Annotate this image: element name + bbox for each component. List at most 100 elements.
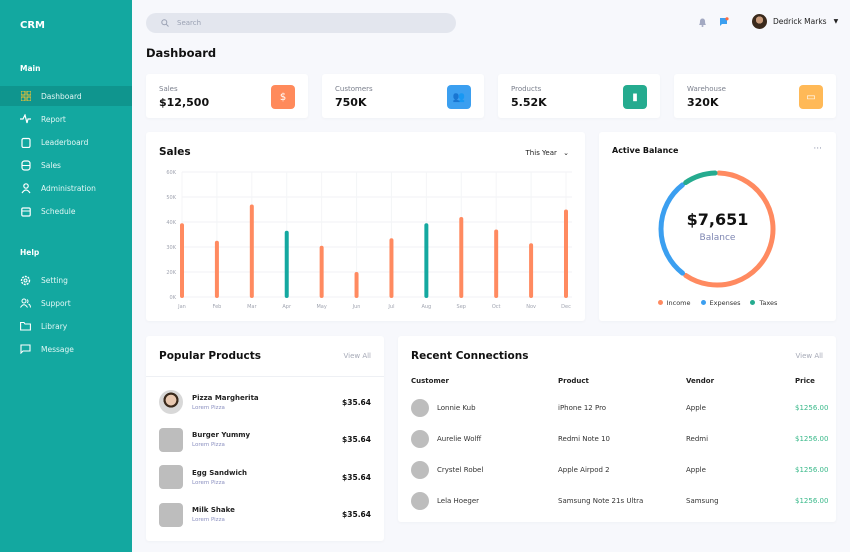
x-tick-label: Aug <box>421 304 431 310</box>
stat-card-customers: Customers 750K 👥 <box>322 74 484 118</box>
product-price: $35.64 <box>342 472 371 482</box>
y-tick-label: 50K <box>166 195 176 201</box>
connections-view-all-link[interactable]: View All <box>795 352 823 360</box>
customer-avatar <box>411 492 429 510</box>
calendar-icon <box>20 206 31 217</box>
product-name: Egg Sandwich <box>192 468 247 477</box>
balance-value: $7,651 <box>686 210 749 229</box>
popular-products-card: Popular Products View All Pizza Margheri… <box>146 336 384 541</box>
product-image <box>159 502 183 527</box>
legend-dot-icon <box>657 300 663 305</box>
flag-icon[interactable] <box>719 17 729 27</box>
sidebar-item-support[interactable]: Support <box>0 293 132 313</box>
legend-label: Taxes <box>759 299 778 307</box>
x-tick-label: Feb <box>212 304 221 310</box>
table-cell-vendor: Samsung <box>686 497 719 505</box>
bell-icon[interactable] <box>698 17 707 27</box>
dollar-icon: $ <box>271 85 295 109</box>
y-tick-label: 30K <box>166 245 176 251</box>
table-cell-customer: Lela Hoeger <box>437 497 480 505</box>
table-cell-vendor: Apple <box>686 404 706 412</box>
product-subtitle: Lorem Pizza <box>192 442 225 448</box>
x-tick-label: Nov <box>526 304 536 310</box>
caret-down-icon: ▼ <box>833 18 839 25</box>
active-balance-card: Active Balance ··· $7,651 Balance Income… <box>599 132 836 321</box>
product-image <box>159 465 183 489</box>
table-cell-price: $1256.00 <box>795 435 829 443</box>
nav-label: Setting <box>41 275 68 285</box>
user-icon <box>20 182 31 194</box>
sales-title: Sales <box>159 146 191 158</box>
x-tick-label: Dec <box>561 304 571 310</box>
sidebar-item-library[interactable]: Library <box>0 316 132 336</box>
sidebar-item-report[interactable]: Report <box>0 109 132 129</box>
search-icon <box>161 19 169 27</box>
product-name: Pizza Margherita <box>192 393 259 402</box>
stat-card-products: Products 5.52K ▮ <box>498 74 660 118</box>
customer-avatar <box>411 430 429 448</box>
product-subtitle: Lorem Pizza <box>192 479 225 486</box>
connections-title: Recent Connections <box>411 350 529 362</box>
stat-value: $12,500 <box>159 96 210 109</box>
y-tick-label: 60K <box>166 170 176 176</box>
table-cell-product: Samsung Note 21s Ultra <box>558 497 644 505</box>
stat-value: 320K <box>687 96 719 109</box>
message-icon <box>20 344 31 355</box>
period-value: This Year <box>525 149 557 157</box>
table-cell-product: iPhone 12 Pro <box>558 404 607 412</box>
nav-label: Message <box>41 344 74 354</box>
stat-label: Sales <box>159 85 178 93</box>
nav-label: Administration <box>41 183 96 193</box>
store-icon: ▭ <box>799 85 823 109</box>
section-help: Help <box>20 248 40 257</box>
popular-view-all-link[interactable]: View All <box>343 352 371 360</box>
user-menu[interactable]: Dedrick Marks ▼ <box>752 14 838 29</box>
users-icon <box>20 298 31 309</box>
nav-label: Report <box>41 114 66 124</box>
sidebar-item-schedule[interactable]: Schedule <box>0 201 132 221</box>
sidebar: CRM Main Dashboard Report Leaderboard Sa… <box>0 0 132 552</box>
sidebar-item-message[interactable]: Message <box>0 339 132 359</box>
popular-title: Popular Products <box>159 350 261 362</box>
table-cell-product: Redmi Note 10 <box>558 435 610 443</box>
nav-label: Support <box>41 298 71 308</box>
list-item[interactable]: Pizza Margherita Lorem Pizza $35.64 <box>159 390 371 414</box>
nav-label: Leaderboard <box>41 137 89 147</box>
sidebar-item-setting[interactable]: Setting <box>0 270 132 290</box>
grid-icon <box>20 91 31 102</box>
product-image <box>159 427 183 452</box>
stat-label: Customers <box>335 85 373 93</box>
sidebar-item-administration[interactable]: Administration <box>0 178 132 198</box>
list-item[interactable]: Milk Shake Lorem Pizza $35.64 <box>159 502 371 527</box>
stat-card-sales: Sales $12,500 $ <box>146 74 308 118</box>
legend: Income Expenses Taxes <box>599 299 836 307</box>
product-price: $35.64 <box>342 435 371 444</box>
sidebar-item-dashboard[interactable]: Dashboard <box>0 86 132 106</box>
table-cell-price: $1256.00 <box>795 466 829 474</box>
sidebar-item-sales[interactable]: Sales <box>0 155 132 175</box>
col-price: Price <box>795 377 815 385</box>
sales-bar-chart: 0K 20K 30K 40K 50K 60K Jan Feb Mar Apr May Jun Jul Au… <box>166 170 572 310</box>
donut-slice-expenses <box>658 182 686 276</box>
list-item[interactable]: Egg Sandwich Lorem Pizza $35.64 <box>159 465 371 489</box>
clipboard-icon <box>20 137 31 148</box>
legend-item-income: Income <box>657 299 691 307</box>
table-cell-vendor: Apple <box>686 466 706 474</box>
x-tick-label: Jun <box>352 304 361 310</box>
period-select[interactable]: This Year ⌄ <box>526 149 569 157</box>
legend-item-expenses: Expenses <box>700 299 740 307</box>
more-icon[interactable]: ··· <box>813 144 822 154</box>
product-name: Burger Yummy <box>192 431 251 439</box>
y-tick-label: 40K <box>166 220 176 226</box>
legend-dot-icon <box>700 300 706 305</box>
product-name: Milk Shake <box>192 506 235 514</box>
gear-icon <box>20 275 31 286</box>
sidebar-item-leaderboard[interactable]: Leaderboard <box>0 132 132 152</box>
x-tick-label: Jul <box>387 304 394 310</box>
donut-slice-taxes <box>683 170 718 186</box>
search-input[interactable]: Search <box>146 13 456 33</box>
table-cell-price: $1256.00 <box>795 404 829 412</box>
page-title: Dashboard <box>146 46 217 60</box>
product-subtitle: Lorem Pizza <box>192 404 225 411</box>
list-item[interactable]: Burger Yummy Lorem Pizza $35.64 <box>159 427 371 452</box>
